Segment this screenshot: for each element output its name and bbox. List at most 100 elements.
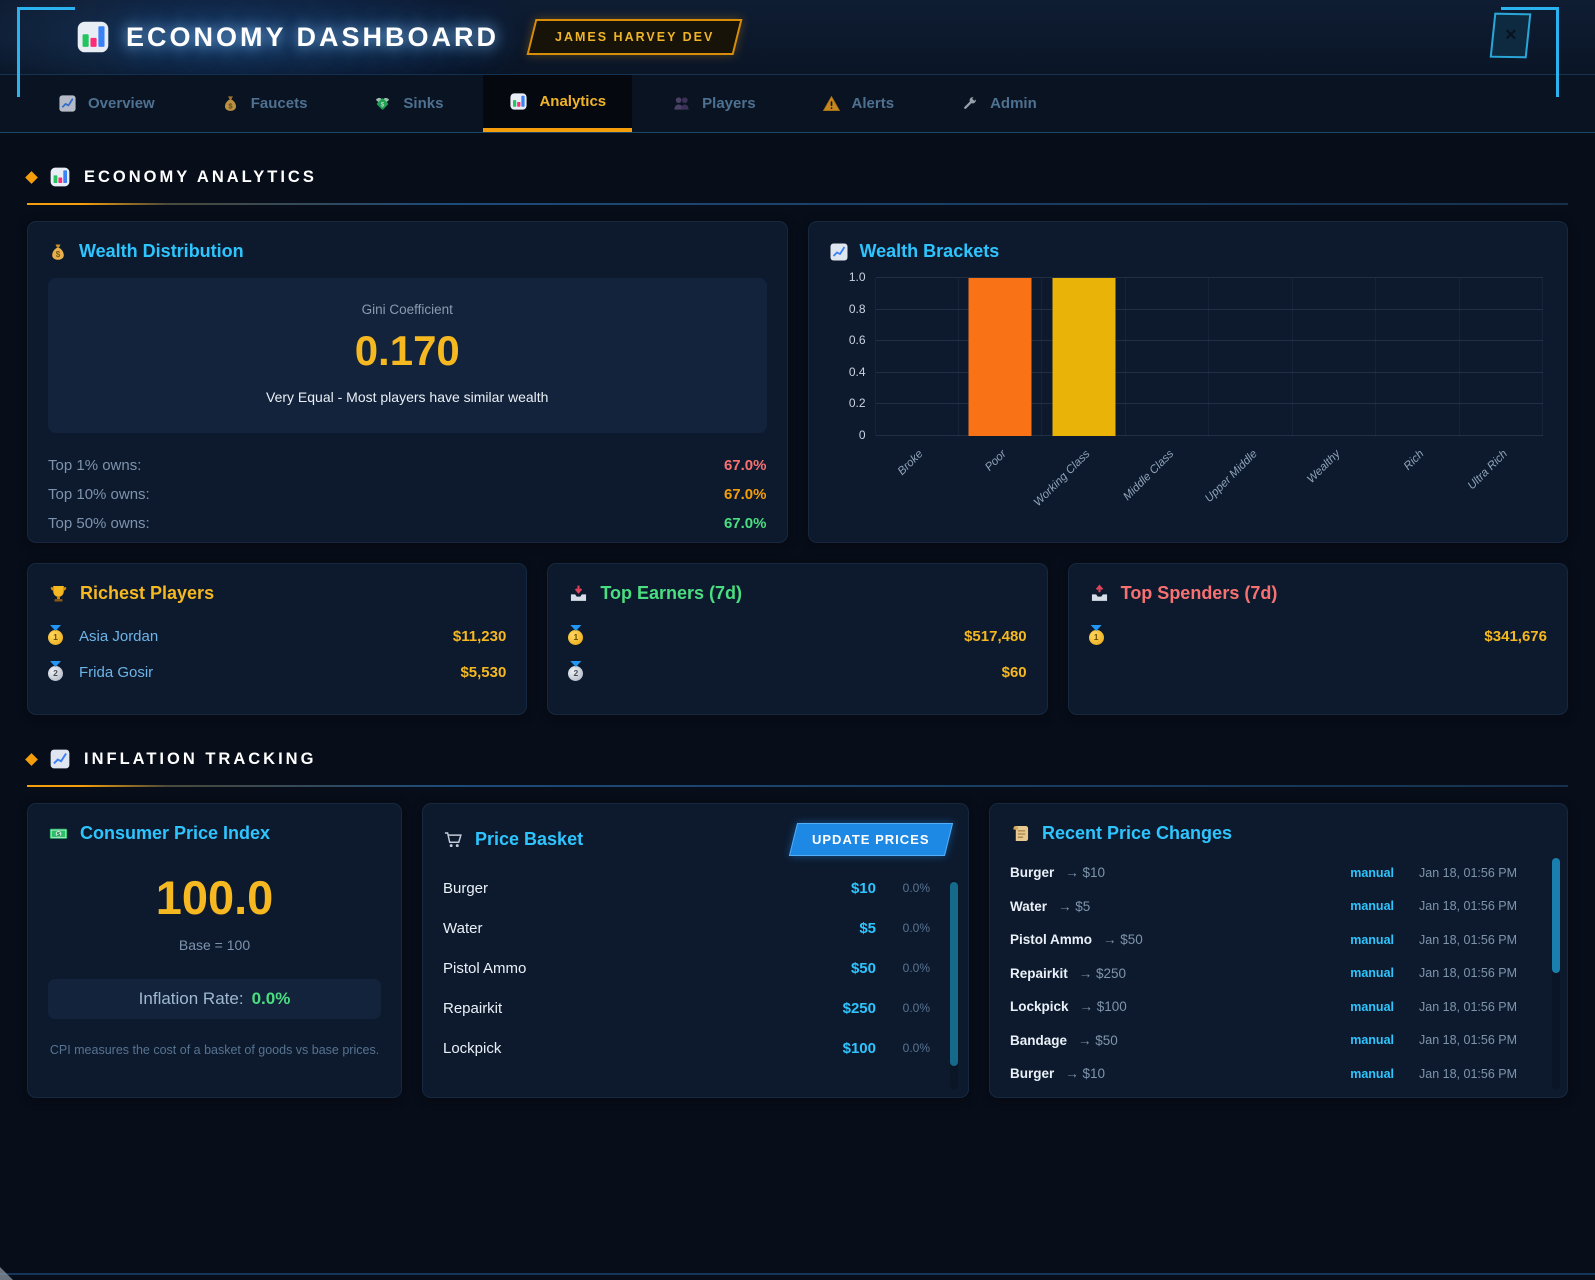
chart-ytick-label: 0.4 [848, 364, 866, 379]
price-changes-list: Burger → $10 manual Jan 18, 01:56 PM Wat… [1010, 856, 1547, 1091]
ownership-value: 67.0% [723, 486, 767, 503]
chart-ytick-label: 0.8 [848, 301, 866, 316]
tab-admin[interactable]: Admin [934, 75, 1063, 132]
richest-players-card: Richest Players 1 Asia Jordan $11,230 2 … [27, 563, 528, 715]
new-price: → $10 [1065, 1066, 1106, 1082]
item-price: $50 [850, 959, 876, 977]
item-price: $10 [850, 879, 876, 897]
inbox-tray-icon [568, 583, 589, 604]
update-prices-button[interactable]: UPDATE PRICES [788, 823, 953, 856]
money-bag-icon: $ [48, 242, 68, 262]
player-amount: $5,530 [460, 663, 507, 681]
bar-chart-icon [75, 19, 111, 55]
svg-text:$: $ [381, 102, 385, 109]
leaderboard-row: 1 $517,480 [568, 618, 1027, 654]
scrollbar-thumb[interactable] [950, 882, 958, 1066]
scrollbar[interactable] [950, 880, 958, 1089]
leaderboard-row: 2 Frida Gosir $5,530 [48, 654, 506, 690]
change-timestamp: Jan 18, 01:56 PM [1419, 999, 1517, 1014]
item-name: Water [1010, 898, 1048, 914]
change-timestamp: Jan 18, 01:56 PM [1419, 932, 1517, 947]
chart-gridline: 0.4 [849, 365, 1543, 379]
tab-label: Analytics [539, 93, 607, 110]
item-name: Repairkit [443, 999, 503, 1017]
tab-players[interactable]: Players [646, 75, 781, 132]
chart-gridline: 0 [859, 428, 1543, 442]
nav-bar: Overview $ Faucets $ Sinks Analytics Pla… [0, 75, 1595, 133]
player-amount: $60 [1001, 663, 1027, 681]
ownership-label: Top 10% owns: [48, 486, 150, 503]
chart-xtick-label: Broke [895, 448, 926, 478]
item-name: Burger [1010, 1066, 1055, 1082]
chart-xtick-label: Working Class [1031, 448, 1093, 509]
price-change-row: Repairkit → $250 manual Jan 18, 01:56 PM [1010, 957, 1547, 991]
people-icon [672, 94, 691, 113]
recent-price-changes-card: Recent Price Changes Burger → $10 manual… [989, 803, 1568, 1098]
item-price: $100 [842, 1039, 876, 1057]
tab-label: Admin [990, 95, 1037, 112]
tab-label: Alerts [851, 95, 895, 112]
price-change-row: Burger → $10 manual Jan 18, 01:56 PM [1010, 856, 1547, 890]
section-economy-analytics: ECONOMY ANALYTICS [25, 160, 1568, 194]
svg-text:$: $ [56, 250, 61, 259]
new-price: → $5 [1058, 898, 1091, 914]
tab-faucets[interactable]: $ Faucets [195, 75, 334, 132]
chart-ytick-label: 1.0 [848, 270, 866, 284]
gini-description: Very Equal - Most players have similar w… [266, 389, 549, 405]
change-timestamp: Jan 18, 01:56 PM [1419, 966, 1517, 981]
leaderboard-row: 2 $60 [568, 654, 1027, 690]
price-change-row: Lockpick → $100 manual Jan 18, 01:56 PM [1010, 990, 1547, 1024]
chart-gridline: 0.6 [849, 333, 1543, 347]
tab-analytics[interactable]: Analytics [483, 75, 633, 132]
item-name: Burger [443, 879, 489, 897]
cpi-base-label: Base = 100 [178, 937, 251, 953]
change-source: manual [1350, 1033, 1394, 1048]
tab-overview[interactable]: Overview [32, 75, 181, 132]
cpi-footnote: CPI measures the cost of a basket of goo… [49, 1043, 380, 1057]
tab-label: Overview [88, 95, 155, 112]
price-basket-list: Burger $10 0.0% Water $5 0.0% Pistol Amm… [443, 868, 948, 1068]
basket-item-row: Water $5 0.0% [443, 908, 948, 948]
medal-icon: 1 [48, 630, 63, 645]
wrench-icon [960, 94, 979, 113]
scroll-icon [1010, 823, 1031, 844]
player-name: Asia Jordan [79, 627, 159, 645]
scrollbar-thumb[interactable] [1552, 858, 1560, 973]
item-name: Burger [1010, 865, 1055, 881]
tab-sinks[interactable]: $ Sinks [347, 75, 469, 132]
chart-xtick-label: Wealthy [1305, 448, 1343, 486]
card-title: Richest Players [80, 583, 215, 603]
bar-chart-icon [49, 166, 71, 188]
money-bag-icon: $ [221, 94, 240, 113]
corner-bracket-top-left [17, 7, 75, 97]
bar-chart-icon [509, 92, 528, 111]
change-source: manual [1350, 899, 1394, 914]
card-title: Wealth Distribution [79, 241, 244, 261]
cpi-value: 100.0 [155, 871, 274, 924]
item-change-percent: 0.0% [902, 921, 930, 935]
player-name: Frida Gosir [79, 663, 154, 681]
medal-icon: 1 [568, 630, 584, 645]
ownership-stats: Top 1% owns: 67.0% Top 10% owns: 67.0% T… [48, 451, 767, 538]
ownership-value: 67.0% [723, 515, 767, 532]
player-amount: $11,230 [452, 627, 507, 645]
main-content: ECONOMY ANALYTICS $ Wealth Distribution … [0, 160, 1595, 1098]
tab-alerts[interactable]: Alerts [796, 75, 921, 132]
chart-slot [1376, 278, 1460, 436]
money-with-wings-icon: $ [373, 94, 392, 113]
chart-xtick-label: Poor [983, 448, 1010, 474]
new-price: → $50 [1103, 932, 1143, 948]
tab-label: Players [702, 95, 756, 112]
item-price: $250 [842, 999, 876, 1017]
chart-slot [876, 278, 959, 436]
change-timestamp: Jan 18, 01:56 PM [1419, 1066, 1517, 1081]
card-title: Price Basket [475, 829, 584, 849]
trophy-icon [48, 583, 69, 604]
page-title: ECONOMY DASHBOARD [126, 21, 500, 52]
item-change-percent: 0.0% [902, 961, 930, 975]
title-bar: ECONOMY DASHBOARD JAMES HARVEY DEV × [0, 0, 1595, 75]
scrollbar[interactable] [1552, 858, 1560, 1089]
item-price: $5 [859, 919, 876, 937]
tab-label: Faucets [250, 95, 308, 112]
